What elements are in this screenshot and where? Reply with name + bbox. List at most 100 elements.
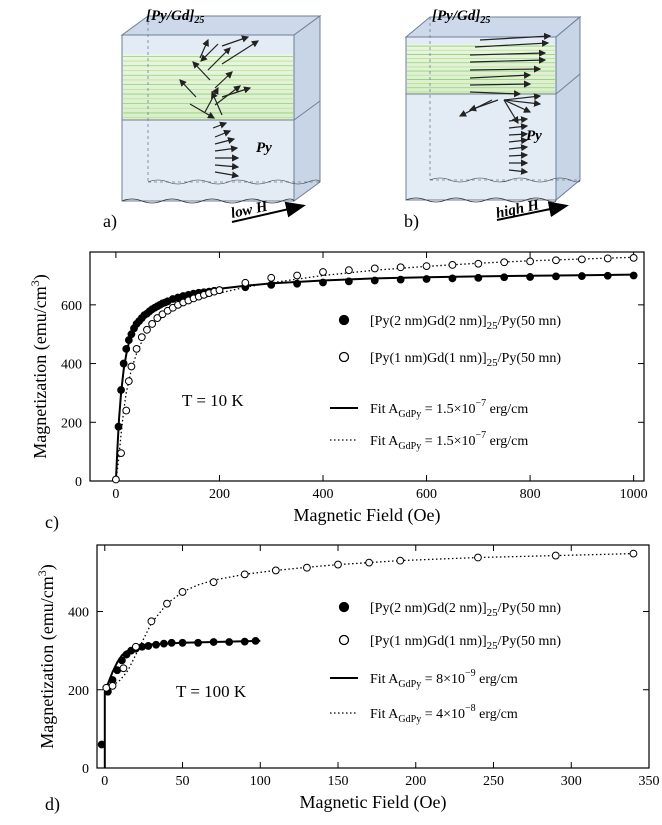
spin-arrow <box>221 35 250 47</box>
data-point-filled <box>117 656 126 665</box>
legend-label-part: = 1.5×10 <box>421 402 475 417</box>
data-point-filled <box>422 275 431 283</box>
data-point-open <box>629 549 638 558</box>
legend-label-part: [Py(2 nm)Gd(2 nm)] <box>370 601 487 616</box>
data-point-filled <box>122 344 131 353</box>
data-point-filled <box>119 359 128 368</box>
data-point-filled <box>370 276 379 285</box>
legend-label: Fit AGdPy = 8×10−9 erg/cm <box>370 668 518 690</box>
spin-arrow <box>503 99 542 107</box>
data-point-filled <box>319 278 327 287</box>
spin-arrow <box>508 137 529 145</box>
data-point-filled <box>500 273 509 282</box>
spin-arrow <box>214 162 240 171</box>
data-point-open <box>474 553 482 562</box>
panel-label-d: d) <box>45 794 60 815</box>
data-point-filled <box>144 642 153 650</box>
legend-label-sub: 25 <box>487 320 499 332</box>
data-point-filled <box>293 279 302 288</box>
data-point-open <box>153 314 162 322</box>
fit-line-dotted <box>104 552 634 689</box>
spin-arrow <box>221 86 252 98</box>
layer-label-b: [Py/Gd]25 <box>432 8 490 26</box>
panel-label-c: c) <box>45 512 59 533</box>
legend-marker <box>338 351 350 363</box>
plot-frame <box>89 251 645 482</box>
layer-box-a <box>120 15 322 204</box>
legend-label: Fit AGdPy = 1.5×10−7 erg/cm <box>370 430 528 452</box>
spin-arrow <box>468 99 499 112</box>
spin-arrow <box>508 151 529 159</box>
y-tick-label: 400 <box>68 606 89 621</box>
layer-label-a: [Py/Gd]25 <box>146 8 204 26</box>
panel-label-b: b) <box>404 211 419 232</box>
spin-arrow <box>192 61 211 81</box>
legend-label-part: erg/cm <box>486 434 528 449</box>
data-point-filled <box>225 638 234 646</box>
data-point-open <box>396 263 405 272</box>
fit-line-solid <box>114 273 634 482</box>
legend-label-part: Fit A <box>370 402 399 417</box>
data-point-open <box>132 344 141 353</box>
field-arrow-a <box>231 201 306 223</box>
legend-label-part: = 1.5×10 <box>421 434 475 449</box>
x-tick-label: 0 <box>101 774 108 789</box>
data-point-open <box>147 617 156 626</box>
data-point-open <box>370 264 379 273</box>
x-tick-label: 100 <box>250 774 271 789</box>
illustration-high-field: [Py/Gd]25 Py high H b) <box>404 8 582 232</box>
illustration-low-field: [Py/Gd]25 Py low H a) <box>103 8 322 232</box>
multilayer-stripes-a <box>123 55 293 119</box>
legend-label: Fit AGdPy = 1.5×10−7 erg/cm <box>370 398 528 420</box>
data-point-open <box>603 254 612 263</box>
legend-label: [Py(2 nm)Gd(2 nm)]25/Py(50 mn) <box>370 314 561 332</box>
data-point-open <box>215 286 224 295</box>
data-point-open <box>551 551 560 560</box>
data-point-open <box>344 266 353 275</box>
y-tick-label: 200 <box>68 684 89 699</box>
y-tick-label: 0 <box>75 475 82 490</box>
data-point-filled <box>194 638 202 647</box>
fit-line-solid <box>103 639 261 768</box>
data-point-open <box>209 578 218 587</box>
y-axis-title: Magnetization (emu/cm3) <box>28 274 51 458</box>
legend-label: [Py(1 nm)Gd(1 nm)]25/Py(50 mn) <box>370 634 561 652</box>
spin-arrow <box>508 144 529 152</box>
spin-arrow <box>221 40 260 65</box>
y-axis-title-close: ) <box>37 564 58 570</box>
data-point-open <box>293 271 302 280</box>
legend-label-part: /Py(50 mn) <box>498 601 562 616</box>
y-axis-title-sup: 3 <box>28 280 42 286</box>
y-axis-title-sup: 3 <box>35 570 49 576</box>
y-axis-title-close: ) <box>30 274 51 280</box>
legend-label-part: [Py(2 nm)Gd(2 nm)] <box>370 314 487 329</box>
legend-label-part: /Py(50 mn) <box>498 351 562 366</box>
data-point-filled <box>178 638 187 647</box>
spin-arrow <box>508 123 529 131</box>
temperature-annotation: T = 100 K <box>176 682 247 701</box>
legend-label: [Py(1 nm)Gd(1 nm)]25/Py(50 mn) <box>370 351 561 369</box>
data-point-filled <box>159 639 168 648</box>
data-point-filled <box>552 272 560 281</box>
data-point-open <box>526 257 534 266</box>
x-tick-label: 600 <box>416 487 437 502</box>
data-point-filled <box>114 422 123 431</box>
data-point-open <box>241 278 250 287</box>
y-axis-title: Magnetization (emu/cm3) <box>35 564 58 748</box>
data-point-open <box>334 560 342 569</box>
legend-label-sup: −7 <box>476 430 487 441</box>
data-point-filled <box>396 275 405 284</box>
plot-frame <box>96 544 650 769</box>
spin-arrow <box>212 121 228 129</box>
legend-label-part: erg/cm <box>476 672 518 687</box>
y-tick-label: 400 <box>61 358 82 373</box>
legend-marker <box>338 634 350 646</box>
legend-label-sub: GdPy <box>398 409 421 420</box>
data-point-filled <box>577 272 586 280</box>
spin-arrow <box>214 145 239 153</box>
data-point-open <box>552 256 560 265</box>
legend-label-sup: −8 <box>465 703 476 714</box>
data-point-filled <box>117 386 125 394</box>
x-tick-label: 400 <box>312 487 333 502</box>
x-tick-label: 800 <box>520 487 541 502</box>
